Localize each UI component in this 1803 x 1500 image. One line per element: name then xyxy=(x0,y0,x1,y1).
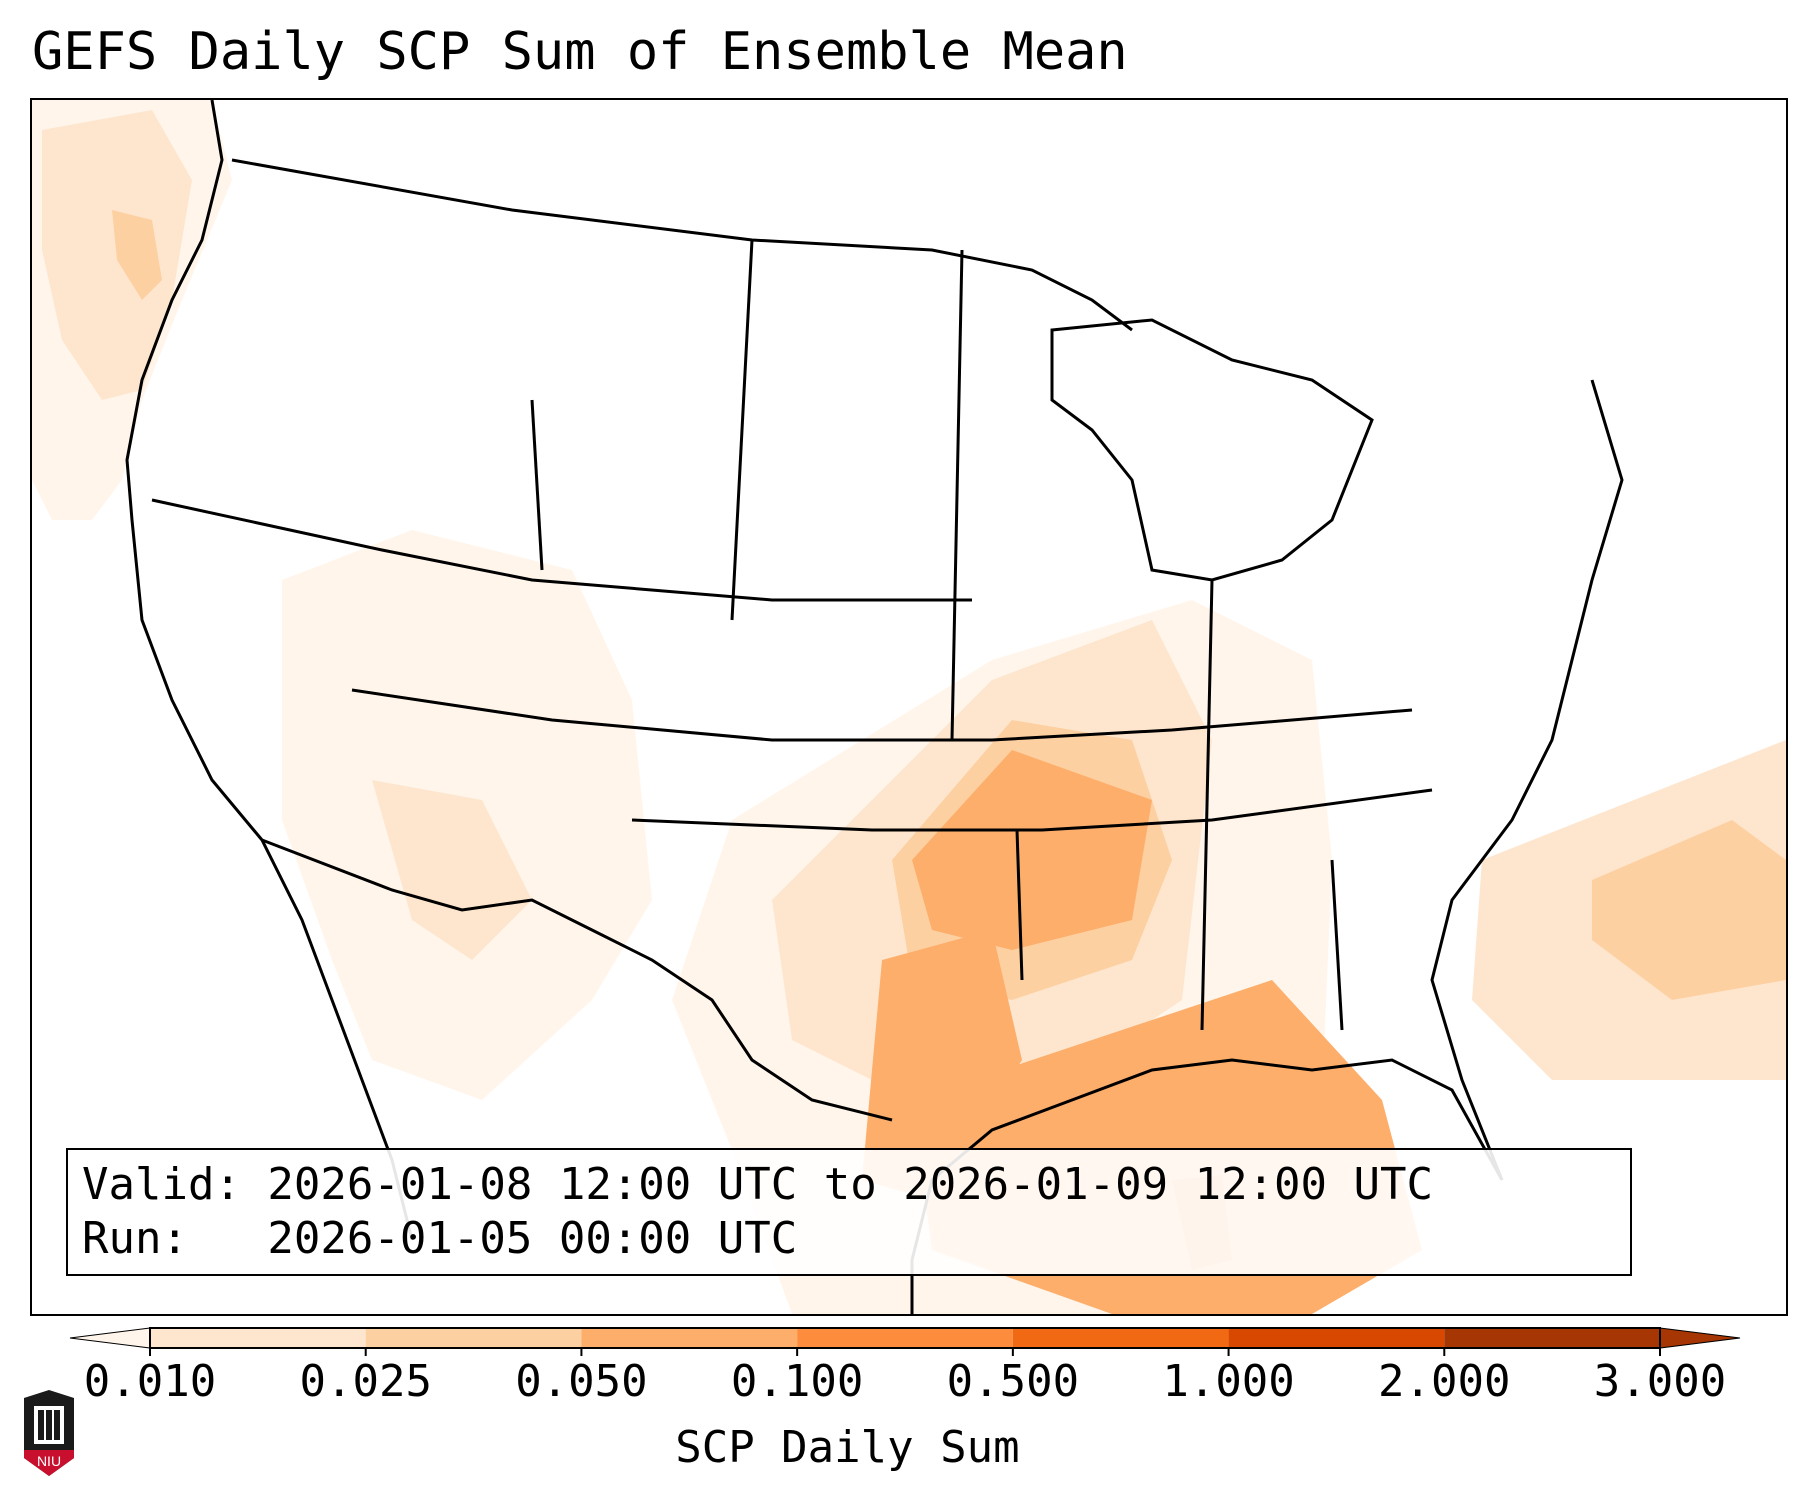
colorbar-segment xyxy=(797,1328,1013,1348)
colorbar-tick-label: 0.010 xyxy=(83,1356,217,1407)
colorbar-tick-label: 2.000 xyxy=(1378,1356,1511,1407)
colorbar xyxy=(69,1327,1741,1356)
colorbar-tick-label: 0.050 xyxy=(515,1356,648,1407)
scp-shading xyxy=(32,100,1786,1314)
map-title: GEFS Daily SCP Sum of Ensemble Mean xyxy=(32,22,1128,82)
colorbar-segment xyxy=(1012,1328,1229,1348)
colorbar-tick-label: 1.000 xyxy=(1162,1356,1295,1407)
shading-arizona xyxy=(372,780,532,960)
colorbar-segment xyxy=(365,1328,582,1348)
state-line-7 xyxy=(1015,829,1024,981)
colorbar-tick-label: 0.500 xyxy=(946,1356,1080,1407)
state-line-5 xyxy=(730,239,754,621)
state-line-6 xyxy=(950,249,964,741)
boundaries xyxy=(125,100,1624,1314)
west-coastline xyxy=(125,100,414,1241)
colorbar-tick-label: 0.025 xyxy=(299,1356,432,1407)
colorbar-segment xyxy=(581,1328,798,1348)
colorbar-segment xyxy=(150,1328,366,1348)
shading-pacific-nw-core xyxy=(112,210,162,300)
state-line-1 xyxy=(151,498,972,602)
colorbar-label: SCP Daily Sum xyxy=(675,1422,1020,1473)
colorbar-arrow-low xyxy=(69,1327,151,1349)
state-line-8 xyxy=(1200,579,1214,1031)
state-line-9 xyxy=(1330,859,1344,1031)
valid-time: Valid: 2026-01-08 12:00 UTC to 2026-01-0… xyxy=(82,1159,1434,1210)
colorbar-outline xyxy=(149,1327,1661,1349)
colorbar-segments xyxy=(69,1327,1741,1349)
colorbar-tick-label: 3.000 xyxy=(1593,1356,1727,1407)
logo-text: NIU xyxy=(37,1453,61,1469)
state-line-4 xyxy=(530,399,544,571)
state-line-2 xyxy=(351,688,1413,742)
east-coastline xyxy=(1430,379,1624,1181)
great-lakes xyxy=(1050,318,1374,582)
colorbar-segment xyxy=(1228,1328,1445,1348)
shading-texas-core xyxy=(862,930,1022,1200)
info-box: Valid: 2026-01-08 12:00 UTC to 2026-01-0… xyxy=(66,1148,1632,1276)
us-mexico-border xyxy=(261,838,893,1122)
run-time: Run: 2026-01-05 00:00 UTC xyxy=(82,1213,798,1264)
colorbar-arrow-high xyxy=(1659,1327,1741,1349)
shading-atlantic-core xyxy=(1592,820,1786,1000)
map-svg xyxy=(32,100,1786,1314)
colorbar-tick-label: 0.100 xyxy=(730,1356,864,1407)
niu-logo: NIU xyxy=(24,1390,74,1476)
shading-arkansas-core xyxy=(912,750,1152,950)
colorbar-ticks xyxy=(149,1348,1661,1356)
canada-us-border xyxy=(231,158,1133,332)
state-line-3 xyxy=(631,788,1433,832)
colorbar-segment xyxy=(1444,1328,1660,1348)
map-panel xyxy=(30,98,1788,1316)
